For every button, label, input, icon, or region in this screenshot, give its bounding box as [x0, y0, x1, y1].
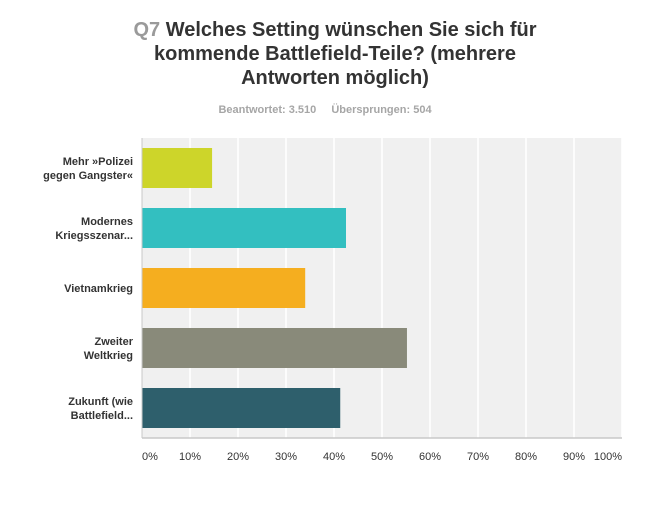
x-tick-label: 70%	[467, 451, 489, 463]
bar	[142, 268, 306, 308]
category-label-line: Modernes	[81, 216, 133, 228]
category-label-line: Kriegsszenar...	[55, 230, 133, 242]
response-summary: Beantwortet: 3.510 Übersprungen: 504	[100, 104, 550, 116]
title-line-2: kommende Battlefield-Teile? (mehrere	[154, 43, 516, 65]
title-line-1: Welches Setting wünschen Sie sich für	[165, 19, 537, 41]
answered-count: Beantwortet: 3.510	[218, 104, 317, 116]
x-tick-label: 50%	[371, 451, 393, 463]
x-tick-label: 40%	[323, 451, 345, 463]
chart-title: Q7 Welches Setting wünschen Sie sich für…	[100, 18, 570, 90]
x-tick-label: 10%	[179, 451, 201, 463]
x-tick-label: 0%	[142, 451, 158, 463]
x-tick-label: 20%	[227, 451, 249, 463]
x-tick-label: 30%	[275, 451, 297, 463]
category-label-line: gegen Gangster«	[43, 170, 133, 182]
skipped-count: Übersprungen: 504	[331, 104, 432, 116]
category-label-line: Zukunft (wie	[68, 396, 133, 408]
category-label-line: Weltkrieg	[84, 350, 133, 362]
category-label: Zweiter Weltkrieg	[84, 336, 134, 362]
x-tick-label: 90%	[563, 451, 585, 463]
bar	[142, 388, 341, 428]
title-line-3: Antworten möglich)	[241, 67, 429, 89]
category-label: Vietnamkrieg	[64, 283, 133, 295]
category-label: Modernes Kriegsszenar...	[55, 216, 133, 242]
x-tick-label: 80%	[515, 451, 537, 463]
question-number: Q7	[133, 19, 161, 41]
category-label-line: Battlefield...	[71, 410, 133, 422]
category-label-line: Mehr »Polizei	[63, 156, 133, 168]
bar	[142, 208, 346, 248]
x-tick-label: 60%	[419, 451, 441, 463]
category-label: Mehr »Polizei gegen Gangster«	[43, 156, 133, 182]
bar	[142, 328, 407, 368]
category-label-line: Zweiter	[94, 336, 133, 348]
bar	[142, 148, 213, 188]
category-label: Zukunft (wie Battlefield...	[68, 396, 133, 422]
category-label-line: Vietnamkrieg	[64, 283, 133, 295]
x-tick-label: 100%	[594, 451, 622, 463]
